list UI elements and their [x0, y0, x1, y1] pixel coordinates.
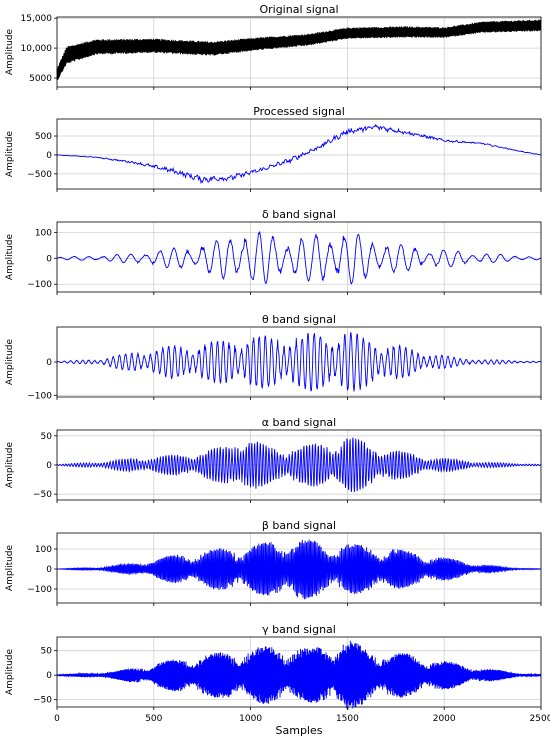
processed-ylabel: Amplitude	[5, 130, 15, 177]
original-series-line	[56, 19, 542, 80]
original-title: Original signal	[259, 3, 338, 16]
theta-title: θ band signal	[262, 313, 336, 326]
gamma-ytick-label-2: 50	[41, 647, 53, 657]
beta-series-line	[57, 539, 542, 600]
xtick-label-2: 1000	[239, 714, 262, 724]
alpha-ylabel: Amplitude	[5, 441, 15, 488]
alpha-series-line	[56, 437, 542, 493]
gamma-ytick-label-1: 0	[46, 671, 52, 681]
processed-ytick-label-2: 500	[35, 132, 52, 142]
theta-ytick-label-1: 0	[46, 358, 52, 368]
alpha-ytick-label-0: −50	[33, 490, 52, 500]
delta-ylabel: Amplitude	[5, 233, 15, 280]
xtick-label-5: 2500	[530, 714, 550, 724]
theta-series-line	[56, 332, 542, 392]
original-ytick-label-2: 15,000	[21, 14, 53, 24]
xtick-label-3: 1500	[336, 714, 359, 724]
alpha-axes-frame	[56, 429, 542, 501]
theta-ytick-label-0: −100	[27, 391, 52, 401]
processed-ytick-label-0: −500	[27, 170, 52, 180]
original-ytick-label-0: 5000	[29, 74, 52, 84]
original-ytick-label-1: 10,000	[21, 44, 53, 54]
original-ylabel: Amplitude	[5, 28, 15, 75]
theta-ylabel: Amplitude	[5, 338, 15, 385]
beta-axes-frame	[56, 532, 542, 604]
delta-axes-frame	[56, 221, 542, 293]
processed-ytick-label-1: 0	[46, 151, 52, 161]
gamma-title: γ band signal	[262, 623, 336, 636]
beta-ytick-label-1: 0	[46, 565, 52, 575]
xtick-label-4: 2000	[433, 714, 456, 724]
alpha-ytick-label-1: 0	[46, 461, 52, 471]
delta-series-line	[56, 230, 542, 285]
alpha-title: α band signal	[262, 416, 336, 429]
gamma-ytick-label-0: −50	[33, 696, 52, 706]
theta-axes-frame	[56, 326, 542, 398]
beta-title: β band signal	[262, 519, 336, 532]
delta-ytick-label-1: 0	[46, 254, 52, 264]
gamma-axes-frame	[56, 636, 542, 708]
delta-ytick-label-0: −100	[27, 280, 52, 290]
processed-axes-frame	[56, 118, 542, 190]
beta-ytick-label-2: 100	[35, 545, 52, 555]
gamma-ylabel: Amplitude	[5, 648, 15, 695]
alpha-ytick-label-2: 50	[41, 432, 53, 442]
x-axis-label: Samples	[276, 724, 323, 737]
delta-title: δ band signal	[262, 208, 336, 221]
xtick-label-1: 500	[145, 714, 162, 724]
original-axes-frame	[56, 16, 542, 88]
gamma-series-line	[56, 640, 542, 710]
delta-ytick-label-2: 100	[35, 228, 52, 238]
processed-series-line	[56, 123, 542, 185]
beta-ylabel: Amplitude	[5, 544, 15, 591]
beta-ytick-label-0: −100	[27, 585, 52, 595]
xtick-label-0: 0	[54, 714, 60, 724]
processed-title: Processed signal	[253, 105, 345, 118]
